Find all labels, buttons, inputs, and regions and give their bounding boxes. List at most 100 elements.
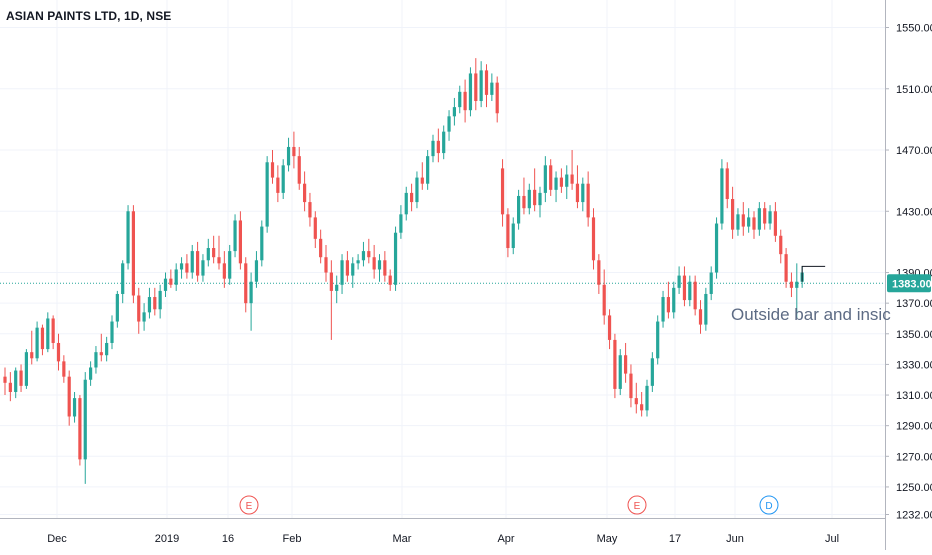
candle: [442, 125, 446, 160]
candle-body: [704, 293, 708, 325]
price-tick-label: 1250.00: [896, 482, 932, 494]
last-price-badge-label: 1383.00: [892, 278, 932, 290]
time-tick-label: 17: [669, 533, 681, 545]
candle: [297, 146, 301, 190]
candle: [672, 281, 676, 319]
candle: [404, 186, 408, 221]
candle-body: [115, 293, 119, 322]
time-tick-label: Jul: [825, 533, 839, 545]
candle: [137, 287, 141, 334]
candle: [784, 248, 788, 288]
candle-body: [747, 217, 751, 227]
candle: [677, 266, 681, 294]
price-axis[interactable]: 1550.001510.001470.001430.001390.001370.…: [885, 23, 932, 522]
candle: [244, 257, 248, 313]
candle: [479, 61, 483, 108]
candle: [495, 76, 499, 123]
candle: [367, 238, 371, 264]
candle-body: [624, 355, 628, 374]
candle: [693, 275, 697, 316]
candle: [420, 162, 424, 190]
candle-body: [249, 281, 253, 304]
candle-body: [410, 192, 414, 203]
candle-body: [121, 263, 125, 294]
candle-body: [329, 272, 333, 291]
candle: [51, 315, 55, 350]
candle-body: [725, 168, 729, 200]
projection-line[interactable]: [801, 265, 826, 282]
candle: [559, 168, 563, 193]
candle: [399, 205, 403, 239]
candle-body: [757, 208, 761, 230]
candle: [393, 226, 398, 291]
candle: [415, 171, 419, 209]
candle: [233, 214, 237, 258]
price-tick-label: 1270.00: [896, 451, 932, 463]
candle: [377, 254, 382, 282]
candle-body: [367, 251, 371, 258]
candle-body: [393, 232, 398, 285]
price-tick-label: 1350.00: [896, 329, 932, 341]
candle: [319, 229, 323, 264]
candle: [276, 165, 280, 203]
candle-body: [361, 251, 366, 261]
price-tick-label: 1550.00: [896, 23, 932, 35]
candle: [773, 202, 777, 242]
candle: [153, 287, 157, 316]
candle-body: [490, 82, 494, 95]
candle: [410, 183, 414, 212]
candle-body: [602, 284, 606, 316]
event-circle: [239, 495, 259, 515]
candle-body: [89, 367, 93, 380]
time-axis[interactable]: Dec 2019 16 Feb Mar Apr May 17 Jun Jul: [47, 533, 839, 545]
candle: [254, 251, 259, 288]
price-tick-label: 1310.00: [896, 390, 932, 402]
candle-body: [254, 260, 259, 282]
candle: [14, 367, 18, 399]
candle: [747, 208, 751, 233]
candle: [741, 202, 745, 236]
candle: [789, 272, 794, 298]
last-price-badge-bg: [887, 274, 931, 293]
candle-body: [324, 257, 328, 273]
candle-body: [640, 404, 644, 411]
price-tick-label: 1430.00: [896, 206, 932, 218]
candle-body: [286, 146, 291, 166]
candle: [640, 391, 644, 417]
candle: [618, 349, 622, 396]
candle-body: [634, 398, 638, 405]
candle-body: [420, 177, 424, 184]
candle-body: [105, 342, 109, 356]
candle-body: [591, 217, 596, 261]
candle-body: [656, 321, 660, 359]
candle-body: [99, 352, 103, 356]
candle-body: [763, 208, 767, 224]
candle: [538, 186, 542, 218]
candle: [196, 241, 200, 282]
candle: [795, 263, 799, 319]
candle: [94, 346, 98, 374]
candle: [490, 73, 494, 102]
candle: [709, 266, 713, 301]
candle-body: [452, 107, 456, 117]
candle-body: [222, 263, 226, 279]
candle: [217, 235, 221, 270]
candle-body: [714, 223, 719, 273]
candle-body: [479, 70, 483, 102]
candle-body: [383, 260, 387, 276]
candle: [313, 211, 317, 249]
candle: [565, 165, 569, 200]
grid-lines: [0, 0, 885, 518]
candle-body: [597, 260, 601, 285]
chart-annotation[interactable]: Outside bar and insic: [731, 305, 891, 324]
candle-body: [147, 297, 152, 313]
candle: [163, 272, 168, 298]
earnings-marker: E: [627, 495, 647, 515]
candle-body: [399, 214, 403, 233]
candle: [768, 205, 772, 230]
candle-body: [83, 379, 87, 460]
candle-body: [468, 73, 473, 111]
candle-body: [30, 352, 34, 359]
